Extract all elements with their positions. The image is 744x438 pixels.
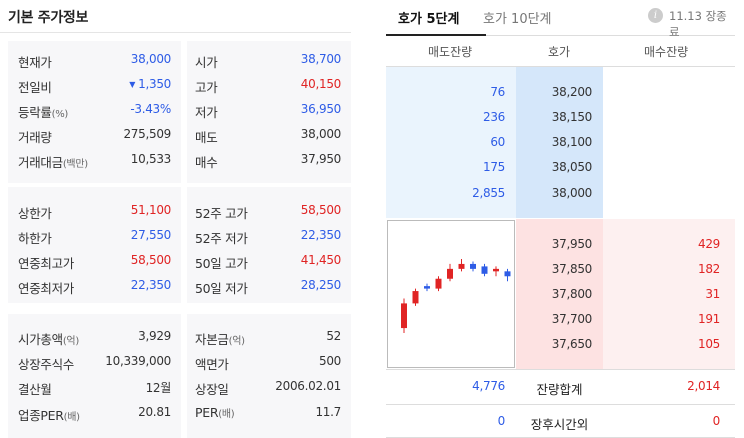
- basic-stock-info-panel: 기본 주가정보 현재가 38,000 시가 38,700 전일비 ▼ 1,350 …: [0, 0, 351, 438]
- info-row: 결산월 12월 상장일 2006.02.01: [18, 379, 341, 397]
- info-row: 시가총액(억) 3,929 자본금(억) 52: [18, 329, 341, 347]
- info-row: 연중최고가 58,500 50일 고가 41,450: [18, 253, 341, 271]
- ask-qty: 236: [482, 110, 505, 124]
- total-label: 잔량합계: [536, 382, 583, 397]
- candle-body: [401, 303, 407, 329]
- ask-price[interactable]: 38,000: [551, 186, 593, 200]
- bid-price[interactable]: 37,850: [551, 262, 593, 276]
- info-row: 상한가 51,100 52주 고가 58,500: [18, 203, 341, 221]
- info-row: 거래대금(백만) 10,533 매수 37,950: [18, 152, 341, 170]
- candle-body: [470, 263, 476, 269]
- info-row: 상장주식수 10,339,000 액면가 500: [18, 354, 341, 372]
- bid-qty: 31: [705, 287, 720, 301]
- total-ask-qty: 4,776: [472, 379, 505, 393]
- tab-5-level[interactable]: 호가 5단계: [398, 12, 460, 27]
- section-title: 기본 주가정보: [8, 10, 89, 26]
- price-info-block: 현재가 38,000 시가 38,700 전일비 ▼ 1,350 고가 40,15…: [8, 41, 351, 183]
- mini-candle-chart: [387, 220, 515, 368]
- tab-divider: [386, 35, 735, 36]
- candle-body: [493, 268, 499, 272]
- bid-price[interactable]: 37,650: [551, 337, 593, 351]
- info-row: 연중최저가 22,350 50일 저가 28,250: [18, 278, 341, 296]
- candle-body: [435, 278, 442, 289]
- price-limit-block: 상한가 51,100 52주 고가 58,500 하한가 27,550 52주 …: [8, 187, 351, 303]
- order-book-panel: 호가 5단계 호가 10단계 i 11.13 장종료 매도잔량 호가 매수잔량 …: [386, 0, 735, 438]
- ask-price[interactable]: 38,150: [551, 110, 593, 124]
- bid-price[interactable]: 37,950: [551, 237, 593, 251]
- after-hours-ask-qty: 0: [497, 414, 506, 428]
- after-hours-label: 장후시간외: [530, 417, 589, 432]
- title-divider: [0, 32, 351, 33]
- order-book-header: 매도잔량 호가 매수잔량: [386, 36, 735, 67]
- bid-qty: 182: [697, 262, 720, 276]
- ask-price[interactable]: 38,050: [551, 160, 593, 174]
- candle-chart-svg: [401, 259, 511, 333]
- bid-qty: 429: [697, 237, 720, 251]
- ask-qty: 2,855: [472, 186, 505, 200]
- ask-price[interactable]: 38,200: [551, 85, 593, 99]
- bid-qty: 105: [697, 337, 720, 351]
- info-row: 등락률(%) -3.43% 저가 36,950: [18, 102, 341, 120]
- after-hours-bid-qty: 0: [712, 414, 721, 428]
- candle-body: [447, 268, 453, 279]
- info-row: 거래량 275,509 매도 38,000: [18, 127, 341, 145]
- info-row: 업종PER(배) 20.81 PER(배) 11.7: [18, 405, 341, 423]
- header-price: 호가: [548, 45, 571, 59]
- ask-qty: 175: [482, 160, 505, 174]
- ask-qty: 76: [490, 85, 505, 99]
- candle-body: [504, 271, 511, 277]
- candle-body: [481, 266, 488, 274]
- company-info-block: 시가총액(억) 3,929 자본금(억) 52 상장주식수 10,339,000…: [8, 314, 351, 438]
- ask-qty: 60: [490, 135, 505, 149]
- header-bid-qty: 매수잔량: [644, 45, 689, 59]
- ask-price[interactable]: 38,100: [551, 135, 593, 149]
- info-row: 현재가 38,000 시가 38,700: [18, 52, 341, 70]
- header-ask-qty: 매도잔량: [428, 45, 473, 59]
- tab-10-level[interactable]: 호가 10단계: [483, 12, 552, 27]
- candle-body: [424, 286, 430, 289]
- candle-body: [412, 291, 419, 304]
- info-row: 하한가 27,550 52주 저가 22,350: [18, 228, 341, 246]
- total-bid-qty: 2,014: [687, 379, 720, 393]
- info-row: 전일비 ▼ 1,350 고가 40,150: [18, 77, 341, 95]
- candle-body: [458, 263, 465, 269]
- bid-price[interactable]: 37,800: [551, 287, 593, 301]
- info-icon[interactable]: i: [648, 8, 663, 23]
- bid-qty: 191: [697, 312, 720, 326]
- down-arrow-icon: ▼: [129, 80, 136, 89]
- bid-price[interactable]: 37,700: [551, 312, 593, 326]
- active-tab-indicator: [386, 34, 486, 36]
- market-status: 11.13 장종료: [669, 9, 727, 39]
